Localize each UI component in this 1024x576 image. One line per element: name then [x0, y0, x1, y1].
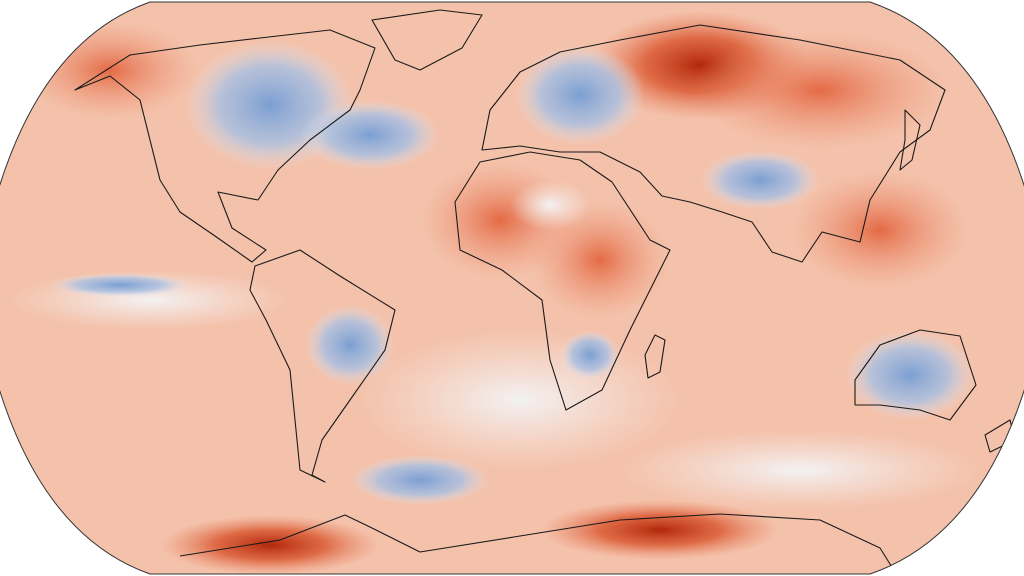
greenland [371, 9, 483, 71]
madagascar [644, 334, 666, 379]
africa [454, 151, 671, 411]
coastlines [74, 9, 1016, 574]
eurasia [481, 24, 946, 263]
south-america [249, 249, 396, 483]
antarctica [179, 513, 901, 574]
north-america [74, 29, 376, 263]
japan [899, 109, 921, 171]
australia [854, 329, 977, 421]
